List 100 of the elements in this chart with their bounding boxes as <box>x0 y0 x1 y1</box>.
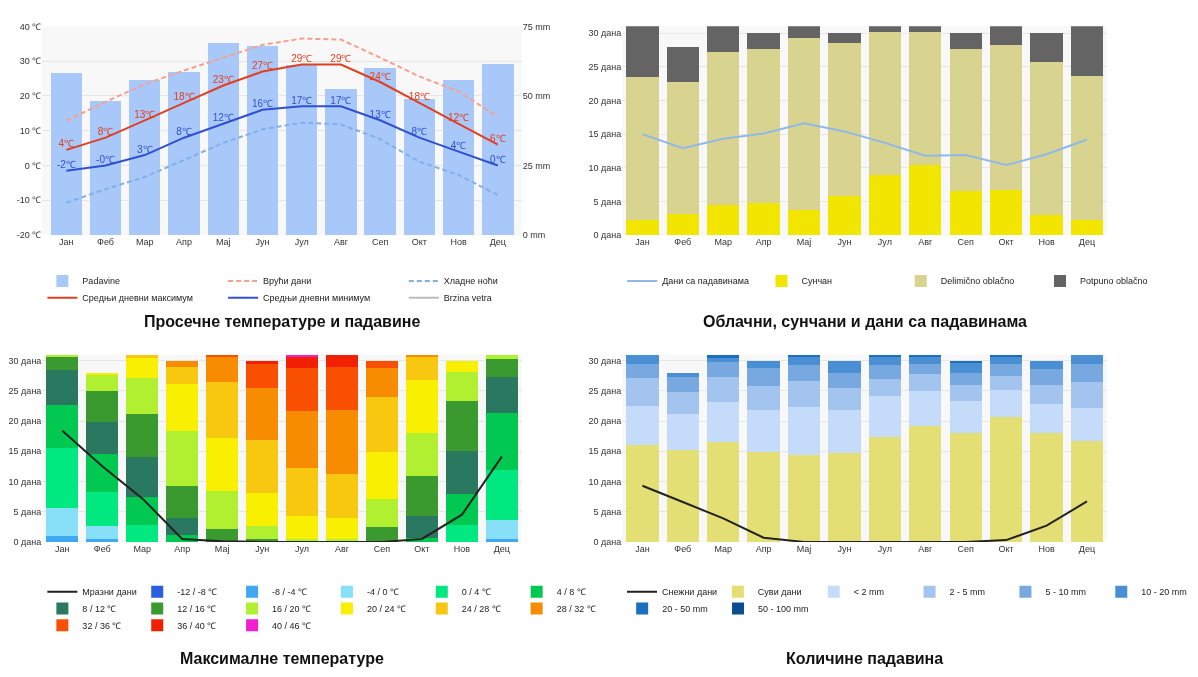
legend-label: 20 / 24 ℃ <box>366 603 406 614</box>
bar <box>366 396 398 453</box>
bar <box>126 497 159 526</box>
bar <box>246 440 279 493</box>
bar <box>666 450 699 542</box>
x-tick-label: Мар <box>714 237 733 248</box>
x-tick-label: Окт <box>411 237 427 248</box>
bar <box>126 378 159 415</box>
bar <box>166 383 199 431</box>
bar <box>747 49 780 204</box>
bar <box>445 451 478 494</box>
x-tick-label: Нов <box>450 237 467 248</box>
bar <box>86 492 119 526</box>
bar <box>325 88 357 236</box>
x-tick-label: Дец <box>1078 237 1096 248</box>
bar <box>626 76 659 220</box>
x-tick-label: Мар <box>133 543 152 554</box>
bar <box>1030 33 1063 63</box>
x-tick-label: Феб <box>674 543 692 554</box>
bar <box>445 360 478 373</box>
bar <box>1030 433 1063 542</box>
bar <box>1030 62 1063 215</box>
legend-label: Средњи дневни максимум <box>82 293 193 304</box>
bar <box>485 377 518 413</box>
bar <box>207 43 239 236</box>
bar <box>868 379 902 397</box>
y-tick-label: 0 дана <box>13 537 42 548</box>
bar <box>868 175 902 236</box>
bar <box>326 409 359 474</box>
data-label: 27℃ <box>251 60 274 72</box>
bar <box>747 33 780 50</box>
data-label: 29℃ <box>291 53 313 65</box>
y-tick-label: 0 дана <box>593 230 622 241</box>
legend-label: 28 / 32 ℃ <box>556 603 596 614</box>
y-tick-label: 25 дана <box>588 385 622 396</box>
bar <box>707 441 740 542</box>
bar <box>326 473 359 519</box>
bar <box>828 33 861 43</box>
bar <box>787 455 821 542</box>
bar <box>666 392 699 414</box>
bar <box>405 379 438 434</box>
data-label: 29℃ <box>330 53 352 65</box>
data-label: 12℃ <box>212 112 234 124</box>
bar <box>868 26 902 32</box>
y-tick-label: 15 дана <box>588 446 622 457</box>
y-tick-label: -10 ℃ <box>16 195 42 206</box>
bar <box>828 196 861 236</box>
bar <box>909 425 942 542</box>
data-label: 6℃ <box>490 133 506 145</box>
legend-label: 4 / 8 ℃ <box>556 587 586 598</box>
x-tick-label: Јун <box>837 237 852 248</box>
bar <box>126 414 159 458</box>
bar <box>707 357 740 362</box>
x-tick-label: Нов <box>1038 237 1055 248</box>
bar <box>828 387 861 411</box>
legend-label: -4 / 0 ℃ <box>366 587 399 598</box>
bar <box>403 98 436 236</box>
bar <box>485 354 518 359</box>
data-label: 8℃ <box>411 126 428 138</box>
y-tick-label: 30 дана <box>8 355 42 366</box>
bar <box>949 373 982 385</box>
bar <box>747 360 780 369</box>
y-tick-label: 0 ℃ <box>24 160 42 171</box>
line-series <box>641 122 1088 167</box>
y-tick-label: -20 ℃ <box>16 230 42 241</box>
bar <box>286 468 319 516</box>
bar <box>206 437 239 491</box>
bar <box>166 485 199 519</box>
bar <box>126 357 159 379</box>
legend-label: 0 / 4 ℃ <box>461 587 491 598</box>
x-tick-label: Јул <box>877 237 892 248</box>
legend-label: 36 / 40 ℃ <box>177 620 217 631</box>
bar <box>126 354 159 358</box>
y-tick-label: 10 ℃ <box>19 125 42 136</box>
bar <box>46 448 79 509</box>
bar <box>286 515 319 539</box>
bar <box>442 80 475 236</box>
data-label: 17℃ <box>330 94 352 106</box>
bar <box>949 48 982 191</box>
bar <box>206 490 239 529</box>
legend-label: < 2 mm <box>853 587 884 598</box>
bar <box>747 451 780 542</box>
x-tick-label: Мај <box>796 237 812 248</box>
bar <box>405 356 438 380</box>
y-tick-label: 20 дана <box>588 416 622 427</box>
bar <box>787 381 821 408</box>
y-tick-label: 10 дана <box>8 476 42 487</box>
x-tick-label: Мар <box>136 237 154 248</box>
bar <box>1030 384 1063 405</box>
data-label: 4℃ <box>58 138 75 150</box>
legend-label: 10 - 20 mm <box>1141 587 1187 598</box>
line-series <box>65 37 499 122</box>
text: Максималне температуре <box>180 650 384 667</box>
legend-label: -12 / -8 ℃ <box>177 587 218 598</box>
data-label: 8℃ <box>97 126 114 138</box>
bar <box>1070 26 1104 77</box>
bar <box>1030 369 1063 385</box>
bar <box>405 515 438 539</box>
bar <box>86 372 119 375</box>
bar <box>445 525 478 542</box>
